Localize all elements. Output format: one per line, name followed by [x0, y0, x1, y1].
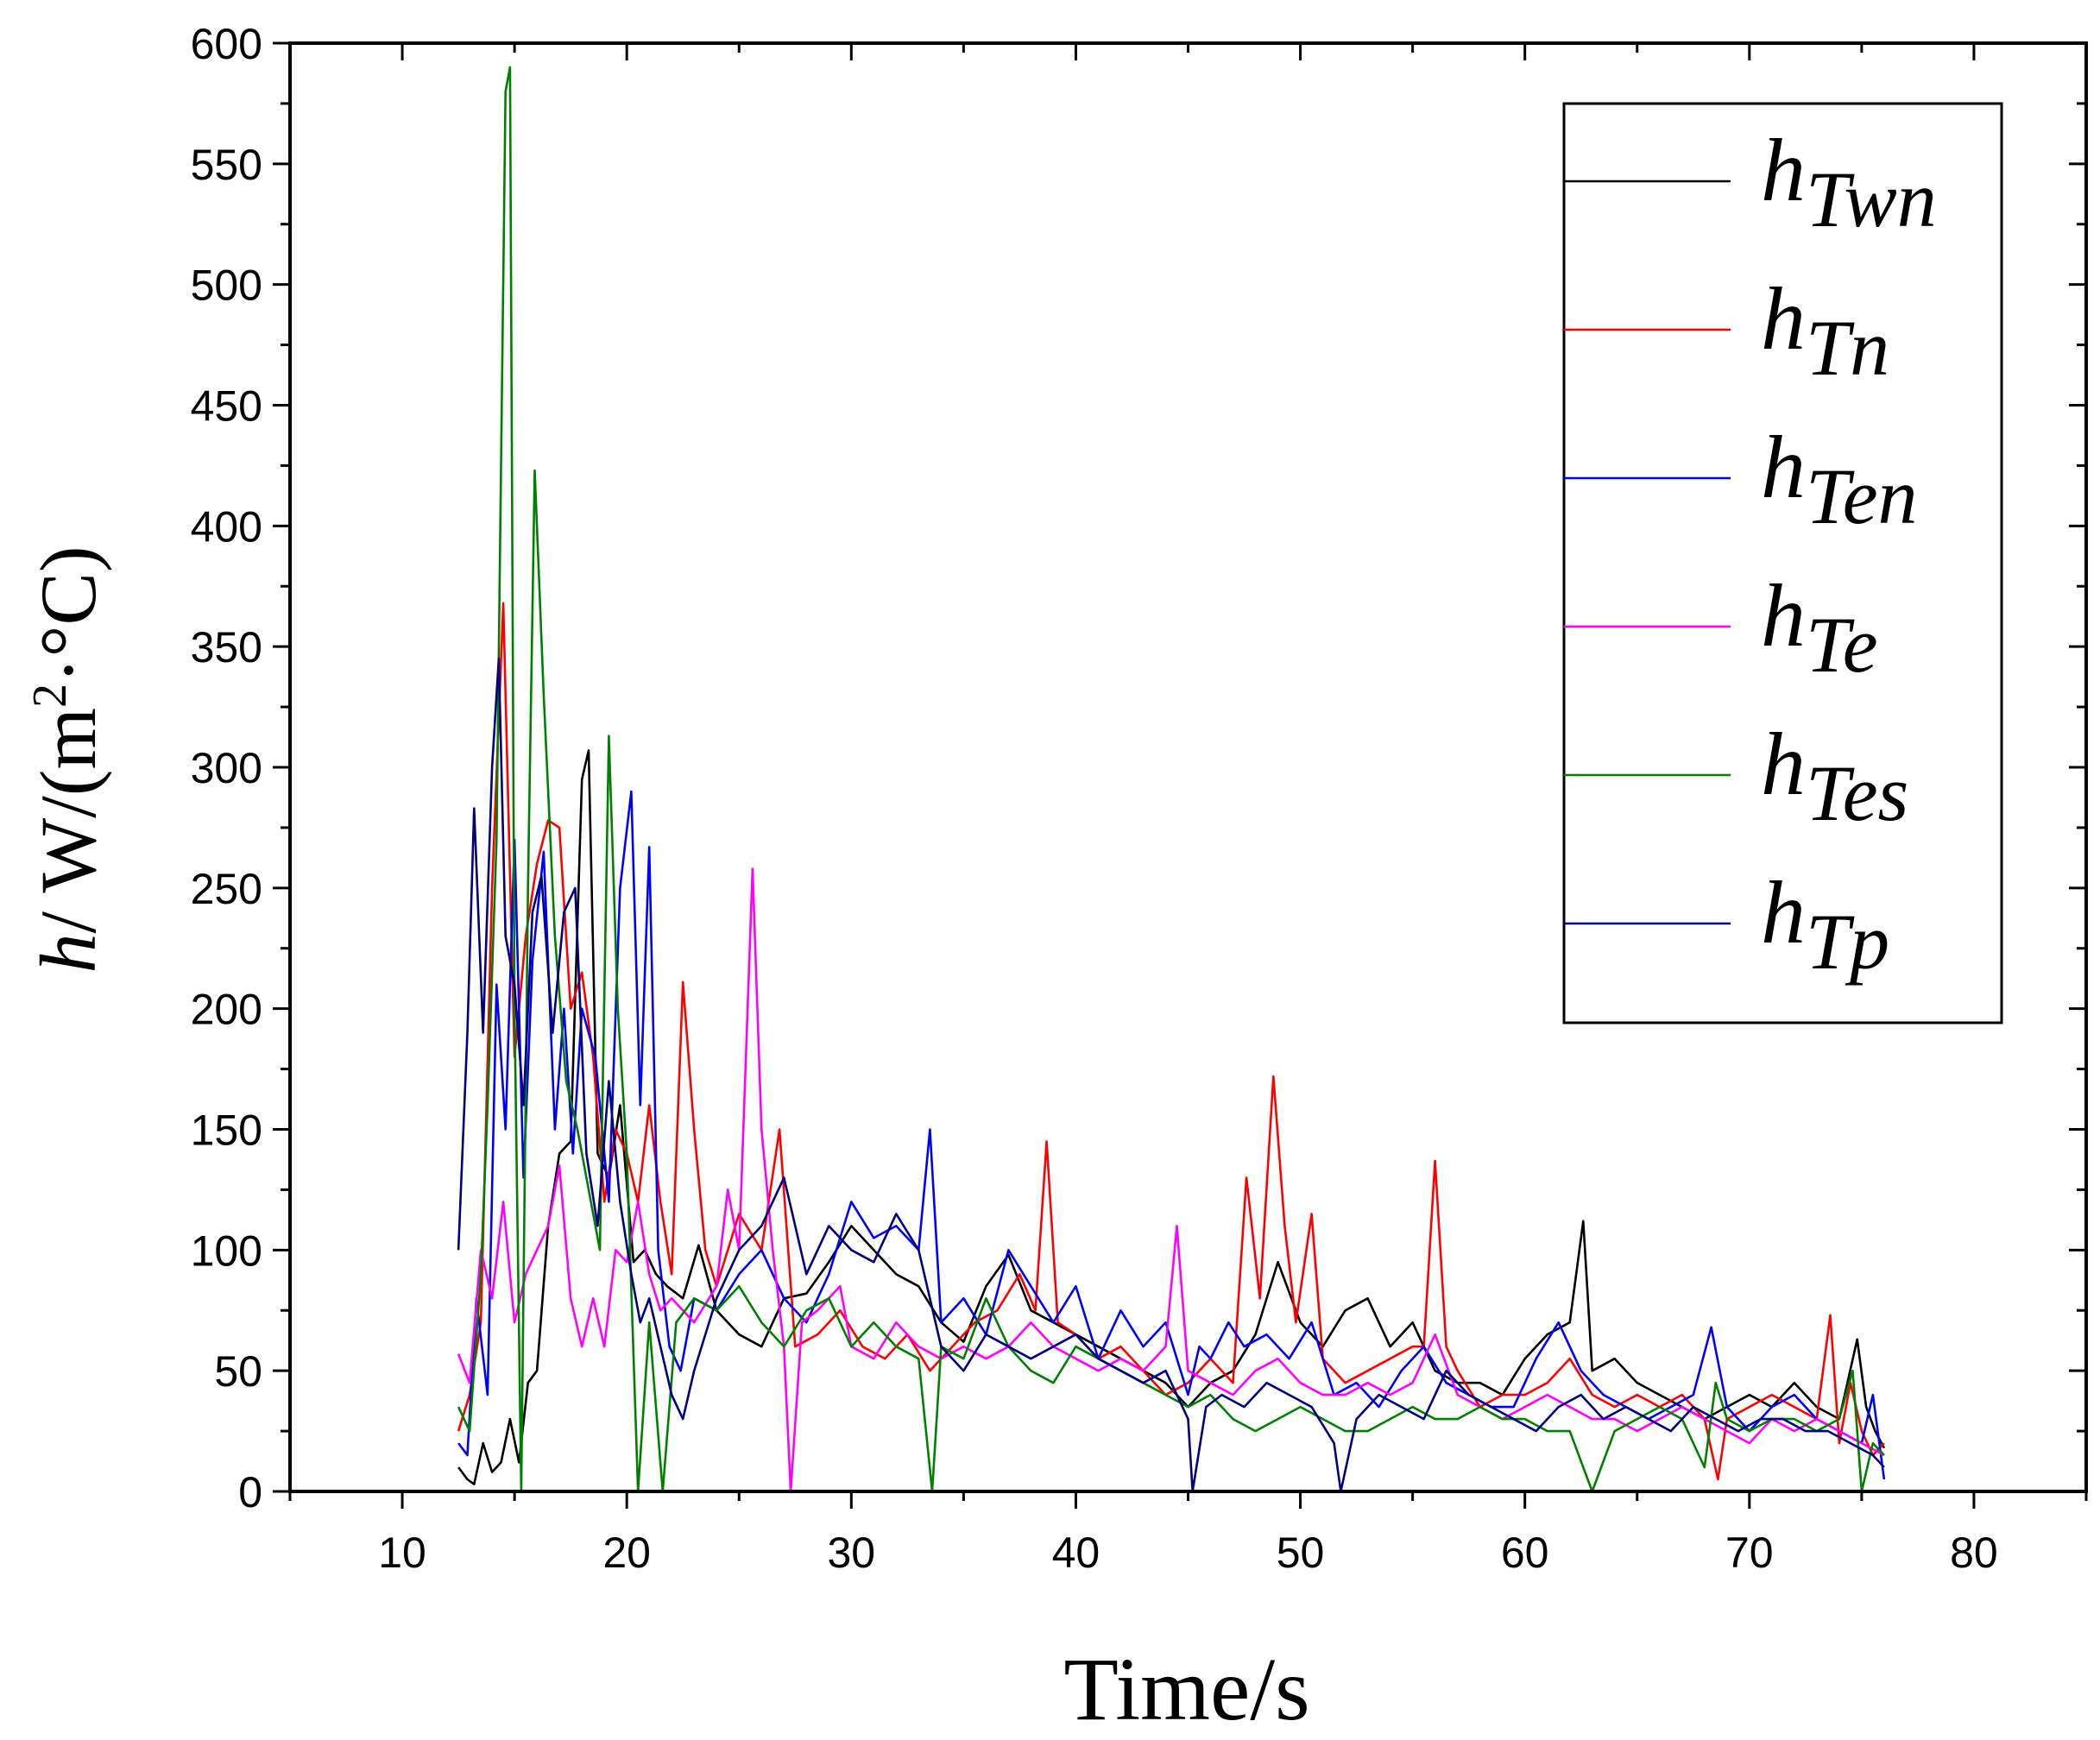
legend-label-symbol: h [1761, 269, 1806, 369]
legend-item-tp: hTp [1564, 863, 1889, 986]
y-axis-unit-suffix: ·°C) [24, 546, 112, 684]
y-tick-label: 0 [238, 1468, 262, 1516]
y-tick-label: 550 [191, 141, 262, 189]
series-line-te [457, 867, 1885, 1493]
legend-item-ten: hTen [1564, 418, 1918, 540]
y-tick-label: 150 [191, 1106, 262, 1155]
y-axis-title: h/ W/(m2·°C) [23, 546, 112, 974]
legend-label-symbol: h [1761, 715, 1806, 814]
series-line-ten [457, 790, 1886, 1480]
legend-label-subscript: Tp [1806, 898, 1889, 986]
legend-label-subscript: Te [1806, 601, 1878, 689]
x-tick-label: 10 [378, 1529, 426, 1577]
y-axis-symbol: h [24, 933, 112, 973]
legend-box [1562, 102, 2003, 1024]
series-line-tp [457, 657, 1885, 1493]
x-tick-label: 40 [1052, 1529, 1100, 1577]
x-tick-label: 30 [828, 1529, 876, 1577]
legend-label-symbol: h [1761, 121, 1806, 220]
y-tick-label: 450 [191, 382, 262, 431]
legend-item-twn: hTwn [1564, 121, 1937, 243]
legend-label-subscript: Ten [1806, 452, 1918, 540]
tick-labels-layer: 10 20 30 40 50 60 70 80 0 50 100 150 200 250 300 350 400… [191, 20, 1998, 1577]
x-tick-label: 60 [1501, 1529, 1549, 1577]
x-axis-title: Time/s [1063, 1640, 1309, 1739]
series-layer [457, 66, 1886, 1493]
y-tick-label: 600 [191, 20, 262, 68]
legend-item-tn: hTn [1564, 269, 1889, 392]
legend-label-subscript: Twn [1806, 155, 1937, 243]
y-tick-label: 250 [191, 865, 262, 913]
y-tick-label: 500 [191, 262, 262, 310]
y-tick-label: 200 [191, 986, 262, 1034]
legend-label-symbol: h [1761, 863, 1806, 962]
legend-label: hTes [1761, 715, 1908, 837]
legend-label: hTp [1761, 863, 1889, 986]
y-tick-label: 100 [191, 1226, 262, 1275]
legend-label: hTe [1761, 566, 1878, 689]
legend-label-symbol: h [1761, 566, 1806, 665]
y-tick-label: 300 [191, 744, 262, 792]
x-tick-label: 70 [1725, 1529, 1774, 1577]
ticks-layer [273, 41, 2088, 1509]
legend-label: hTen [1761, 418, 1918, 540]
series-line-tn [457, 602, 1885, 1481]
x-tick-label: 20 [602, 1529, 651, 1577]
y-tick-label: 350 [191, 623, 262, 671]
x-tick-label: 80 [1950, 1529, 1998, 1577]
y-axis-unit-prefix: / W/(m [24, 708, 112, 934]
legend-label: hTn [1761, 269, 1889, 392]
legend-item-tes: hTes [1564, 715, 1908, 837]
legend-label-symbol: h [1761, 418, 1806, 517]
x-tick-label: 50 [1277, 1529, 1325, 1577]
y-tick-label: 50 [214, 1347, 262, 1396]
y-axis-unit-superscript: 2 [23, 684, 77, 708]
legend-label-subscript: Tn [1806, 304, 1889, 392]
y-tick-label: 400 [191, 502, 262, 551]
series-line-twn [457, 749, 1886, 1485]
legend-item-te: hTe [1564, 566, 1878, 689]
legend-label-subscript: Tes [1806, 749, 1908, 837]
series-line-tes [457, 66, 1885, 1493]
legend-label: hTwn [1761, 121, 1937, 243]
